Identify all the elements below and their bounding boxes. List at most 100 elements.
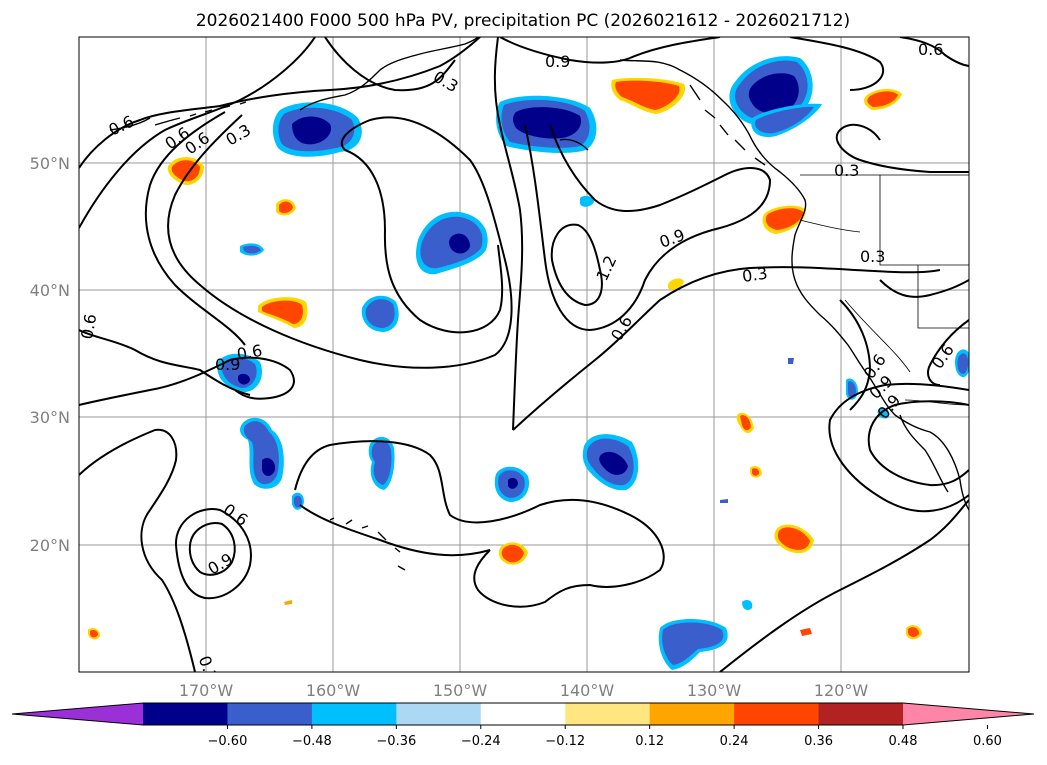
contour-label: 0.9 <box>215 355 240 374</box>
lon-label: 120°W <box>814 681 869 700</box>
lon-label: 130°W <box>687 681 742 700</box>
colorbar-tick-label: 0.48 <box>889 734 918 749</box>
precip-negative-areas <box>217 56 969 670</box>
colorbar: −0.60 −0.48 −0.36 −0.24 −0.12 0.12 0.24 0.36 0.4… <box>11 702 1035 749</box>
contour-line <box>79 37 316 229</box>
colorbar-segment <box>565 703 651 725</box>
bc-islands <box>689 84 766 166</box>
precip-blob <box>611 77 686 114</box>
coast-fragment <box>559 138 589 151</box>
precip-blob <box>272 102 362 157</box>
precip-blob <box>361 295 399 332</box>
precip-positive-areas <box>88 77 922 640</box>
precip-blob <box>580 195 969 610</box>
precip-blob <box>774 524 814 554</box>
contour-line <box>493 37 524 431</box>
contour-line <box>899 37 969 67</box>
precip-blob <box>240 417 284 489</box>
contour-line <box>167 114 513 369</box>
contour-line <box>839 299 872 411</box>
precip-blob <box>368 436 395 490</box>
precip-blob <box>416 211 488 275</box>
colorbar-tick-label: −0.36 <box>376 734 416 749</box>
colorbar-tick-label: 0.60 <box>973 734 1002 749</box>
colorbar-tick-label: 0.24 <box>720 734 749 749</box>
contour-line <box>79 37 481 169</box>
contour-line <box>550 223 603 307</box>
contour-line <box>789 37 885 91</box>
contour-label: 0.3 <box>741 264 769 286</box>
contour-line <box>512 266 941 431</box>
precip-blob <box>217 353 263 392</box>
lon-label: 150°W <box>433 681 488 700</box>
colorbar-segment <box>649 703 735 725</box>
contour-line <box>188 522 236 576</box>
colorbar-segment <box>311 703 397 725</box>
baja-california-coast <box>899 414 949 493</box>
contour-line <box>79 329 251 396</box>
precip-blob <box>582 434 639 491</box>
hawaii-islands <box>329 517 406 571</box>
precip-blob <box>240 243 264 256</box>
lat-label: 20°N <box>30 536 70 555</box>
contour-line <box>299 504 491 557</box>
colorbar-extend-min <box>12 703 143 725</box>
colorbar-tick-label: −0.24 <box>461 734 501 749</box>
colorbar-tick-label: −0.12 <box>545 734 585 749</box>
contour-label: 0.3 <box>860 247 885 266</box>
contour-line <box>927 319 969 386</box>
contour-line <box>879 279 969 298</box>
lon-label: 140°W <box>560 681 615 700</box>
colorbar-extend-max <box>903 703 1034 725</box>
precip-blob <box>494 466 530 502</box>
contour-line <box>344 149 504 334</box>
colorbar-tick-label: 0.12 <box>635 734 664 749</box>
contour-label: 0.3 <box>834 161 859 180</box>
colorbar-segment <box>143 703 228 725</box>
state-border <box>799 219 861 233</box>
precip-blob <box>864 88 902 110</box>
contour-line <box>499 37 631 64</box>
contour-label: 0.6 <box>235 341 263 364</box>
contour-label: 0.9 <box>545 52 570 71</box>
borders <box>799 174 969 406</box>
contour-line <box>524 124 772 332</box>
ca-nv-border <box>844 299 911 373</box>
contour-label: 0.6 <box>77 312 100 340</box>
contour-line <box>79 356 295 406</box>
colorbar-segment <box>227 703 313 725</box>
latitude-labels: 50°N 40°N 30°N 20°N <box>30 154 70 555</box>
colorbar-segment <box>818 703 904 725</box>
precip-blob <box>276 199 296 216</box>
aleutian-islands <box>109 101 247 131</box>
lat-label: 30°N <box>30 408 70 427</box>
contour-line <box>324 37 456 92</box>
contour-line <box>294 440 665 608</box>
alaska-coast <box>299 37 479 111</box>
colorbar-tick-label: 0.36 <box>804 734 833 749</box>
precip-blob <box>496 95 597 153</box>
contour-line <box>174 508 252 600</box>
contour-line <box>629 37 721 59</box>
colorbar-segment <box>396 703 482 725</box>
contour-line <box>144 111 246 346</box>
colorbar-segment <box>734 703 820 725</box>
contour-line <box>719 499 969 672</box>
lat-label: 40°N <box>30 281 70 300</box>
north-america-coast <box>619 59 969 511</box>
precip-blob <box>258 297 308 328</box>
contour-line <box>79 428 196 672</box>
precip-blob <box>729 56 822 138</box>
contour-label: 0.3 <box>195 653 222 683</box>
lon-label: 160°W <box>306 681 361 700</box>
colorbar-outline <box>11 702 1035 726</box>
contour-label: 0.6 <box>918 40 943 59</box>
longitude-labels: 170°W 160°W 150°W 140°W 130°W 120°W <box>179 681 869 700</box>
precip-blob <box>88 278 922 640</box>
colorbar-tick-label: −0.48 <box>292 734 332 749</box>
contour-line <box>828 382 969 513</box>
precip-blob <box>498 542 528 565</box>
precip-blob <box>658 619 728 670</box>
state-borders <box>879 175 969 329</box>
